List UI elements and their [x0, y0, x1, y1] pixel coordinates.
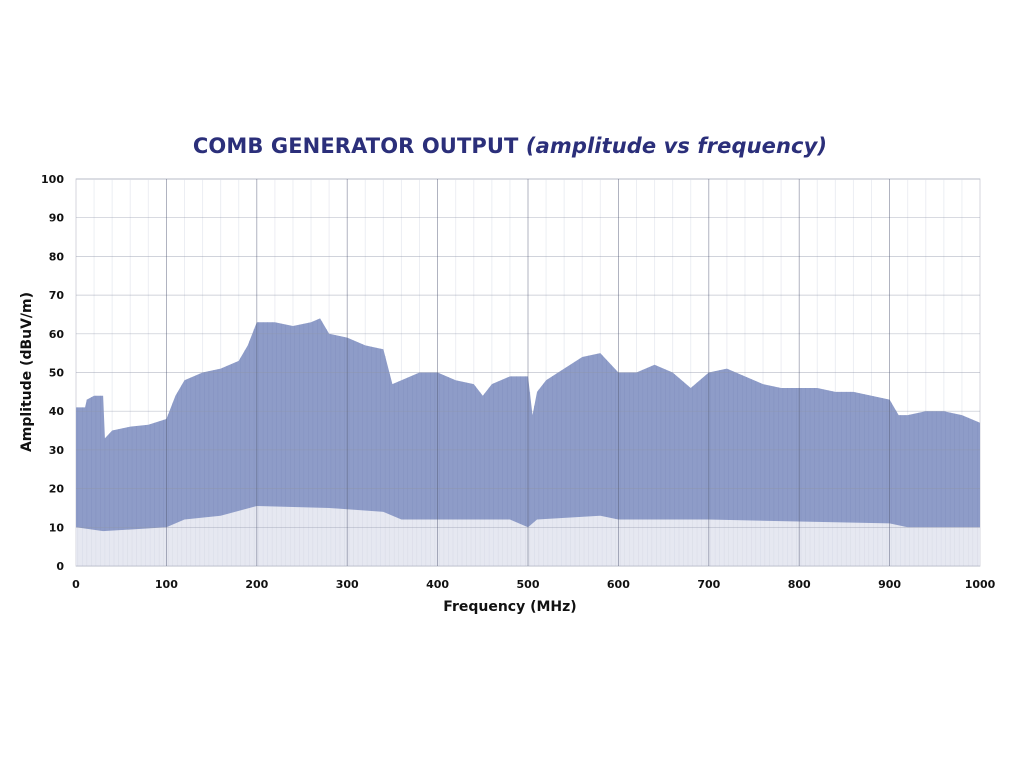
- tick-layer: 0 100 200 300 400 500 600 700 800 900 1000 0 10 20 30 4…: [41, 173, 996, 591]
- comb-lines: [77, 319, 978, 566]
- x-tick-label: 400: [426, 578, 449, 591]
- x-tick-label: 1000: [965, 578, 996, 591]
- y-tick-label: 0: [56, 560, 64, 573]
- x-tick-label: 100: [155, 578, 178, 591]
- y-tick-label: 50: [49, 367, 65, 380]
- x-tick-label: 300: [336, 578, 359, 591]
- y-tick-label: 10: [49, 521, 65, 534]
- chart-title: COMB GENERATOR OUTPUT (amplitude vs freq…: [0, 134, 1020, 158]
- chart-title-subtitle: (amplitude vs frequency): [525, 134, 828, 158]
- y-tick-label: 90: [49, 212, 65, 225]
- x-tick-label: 700: [697, 578, 720, 591]
- y-tick-label: 40: [49, 405, 65, 418]
- x-tick-label: 0: [72, 578, 80, 591]
- y-tick-label: 30: [49, 444, 65, 457]
- x-tick-label: 900: [878, 578, 901, 591]
- x-tick-label: 600: [607, 578, 630, 591]
- y-tick-label: 60: [49, 328, 65, 341]
- y-tick-label: 80: [49, 250, 65, 263]
- x-tick-label: 200: [245, 578, 268, 591]
- y-tick-label: 70: [49, 289, 65, 302]
- y-tick-label: 100: [41, 173, 64, 186]
- y-axis-label: Amplitude (dBuV/m): [19, 292, 35, 452]
- series-layer: [76, 178, 980, 567]
- y-tick-label: 20: [49, 483, 65, 496]
- chart-title-main: COMB GENERATOR OUTPUT: [192, 134, 519, 158]
- x-tick-label: 500: [517, 578, 540, 591]
- x-axis-label: Frequency (MHz): [443, 599, 576, 615]
- x-tick-label: 800: [788, 578, 811, 591]
